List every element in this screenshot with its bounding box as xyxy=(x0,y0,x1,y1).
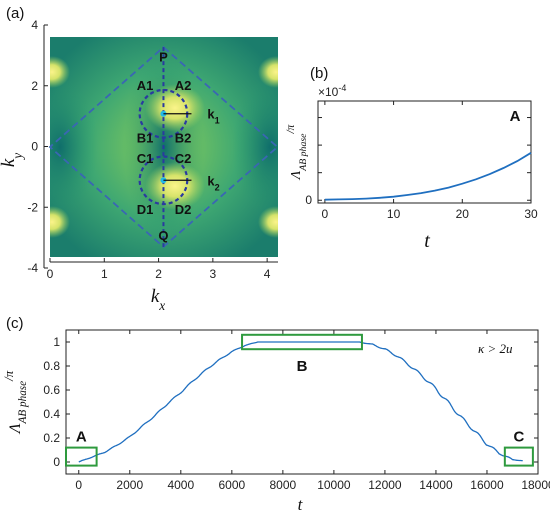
y-tick-label: -4 xyxy=(27,261,38,275)
zoom-box-label-C: C xyxy=(513,429,524,446)
x-tick-label: 0 xyxy=(322,207,329,221)
zoom-box-label-A: A xyxy=(76,429,87,446)
y-axis-label: ky xyxy=(0,153,25,167)
plot-frame xyxy=(317,100,532,204)
y-exponent-label: ×10-4 xyxy=(318,83,346,99)
zoom-box-A xyxy=(65,446,98,467)
x-tick-label: 16000 xyxy=(470,478,504,492)
x-tick-label: 0 xyxy=(75,478,82,492)
y-tick-label: 0.6 xyxy=(43,383,60,397)
heatmap-panel: P A1 A2 k1 B1 B2 C1 C2 k2 D1 D2 Q 0 1 2 3 4 -4 -2 0 2 4 kx ky xyxy=(0,18,279,313)
annotation-C1: C1 xyxy=(137,151,154,166)
x-tick-label: 30 xyxy=(524,207,538,221)
annotation-B1: B1 xyxy=(137,130,154,145)
line-chart-b: 0 10 20 30 0 ×10-4 At ΛAB phase/π xyxy=(285,83,538,252)
x-tick-label: 2 xyxy=(155,267,162,281)
annotation-D1: D1 xyxy=(137,202,154,217)
annotation-B2: B2 xyxy=(175,130,192,145)
y-tick-label: 0 xyxy=(53,455,60,469)
corner-label-a: A xyxy=(510,108,521,125)
panel-a-label: (a) xyxy=(6,5,24,22)
x-tick-label: 3 xyxy=(210,267,217,281)
panel-b-label: (b) xyxy=(310,65,328,82)
annotation-C2: C2 xyxy=(175,151,192,166)
x-tick-label: 2000 xyxy=(116,478,143,492)
annotation-k1: k1 xyxy=(207,107,219,126)
x-axis-label: kx xyxy=(151,286,165,313)
y-tick-label: 0.8 xyxy=(43,359,60,373)
x-tick-label: 0 xyxy=(47,267,54,281)
x-axis-label: t xyxy=(298,495,304,514)
data-line xyxy=(78,341,523,463)
y-axis-label: ΛAB phase/π xyxy=(2,370,29,435)
x-tick-label: 10000 xyxy=(317,478,351,492)
x-tick-label: 12000 xyxy=(368,478,402,492)
x-tick-label: 8000 xyxy=(270,478,297,492)
y-tick-label: 1 xyxy=(53,335,60,349)
x-tick-label: 1 xyxy=(101,267,108,281)
heatmap-field xyxy=(50,37,278,257)
y-tick-label: 0.2 xyxy=(43,431,60,445)
plot-frame xyxy=(65,329,539,475)
y-axis-label: ΛAB phase/π xyxy=(285,124,309,181)
y-tick-label: 2 xyxy=(31,79,38,93)
zoom-box-B xyxy=(241,333,363,351)
zoom-box-label-B: B xyxy=(297,358,308,375)
annotation-D2: D2 xyxy=(175,202,192,217)
y-tick-label: 0.4 xyxy=(43,407,60,421)
x-tick-label: 10 xyxy=(387,207,401,221)
annotation-A1: A1 xyxy=(137,78,154,93)
annotation-k2: k2 xyxy=(207,173,219,192)
x-tick-label: 6000 xyxy=(218,478,245,492)
condition-label: κ > 2u xyxy=(478,341,513,356)
x-tick-label: 4000 xyxy=(167,478,194,492)
x-tick-label: 4 xyxy=(264,267,271,281)
x-axis-label: t xyxy=(424,230,430,252)
y-tick-label: 0 xyxy=(31,140,38,154)
annotation-Q: Q xyxy=(158,228,168,243)
panel-c-label: (c) xyxy=(6,315,24,332)
y-tick-label: 4 xyxy=(31,18,38,32)
annotation-A2: A2 xyxy=(175,78,192,93)
y-tick-label: -2 xyxy=(27,200,38,214)
annotation-P: P xyxy=(159,49,168,64)
y-tick-label: 0 xyxy=(305,193,312,207)
data-line xyxy=(324,152,532,201)
x-tick-label: 20 xyxy=(456,207,470,221)
line-chart-c: 0 2000 4000 6000 8000 10000 12000 14000 16000 180… xyxy=(2,329,550,514)
zoom-box-C xyxy=(503,446,534,467)
x-tick-label: 14000 xyxy=(419,478,453,492)
